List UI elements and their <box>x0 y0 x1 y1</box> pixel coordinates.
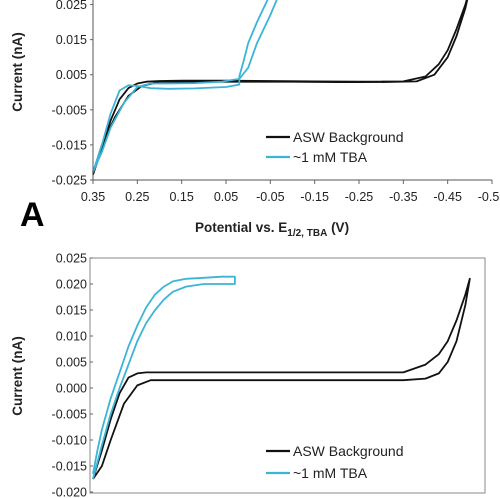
x-tick-label: -0.15 <box>300 190 329 204</box>
x-tick-label: -0.25 <box>345 190 374 204</box>
series-line-tba <box>92 275 236 480</box>
y-tick-label: 0.010 <box>56 330 87 344</box>
y-tick-label: -0.005 <box>52 103 87 117</box>
y-tick-label: 0.005 <box>56 356 87 370</box>
panel-b-plot-frame <box>89 257 486 494</box>
panel-a-y-axis-label: Current (nA) <box>10 32 25 112</box>
panel-b-chart: -0.020 -0.015 -0.010 -0.005 0.000 0.005 0.010 0… <box>10 252 486 498</box>
panel-a-label: A <box>20 196 45 234</box>
y-tick-label: -0.010 <box>52 434 87 448</box>
y-tick-label: 0.020 <box>56 278 87 292</box>
y-tick-label: -0.005 <box>52 408 87 422</box>
x-tick-label: -0.55 <box>478 190 500 204</box>
y-tick-label: 0.000 <box>56 382 87 396</box>
y-tick-label: -0.015 <box>52 138 87 152</box>
panel-a-series <box>92 0 469 175</box>
series-line-asw-background <box>92 277 471 480</box>
y-tick-label: 0.005 <box>56 68 87 82</box>
panel-a-legend: ASW Background ~1 mM TBA <box>266 129 404 165</box>
y-tick-label: 0.015 <box>56 33 87 47</box>
panel-b-y-ticks: -0.020 -0.015 -0.010 -0.005 0.000 0.005 0.010 0… <box>52 252 93 498</box>
legend-label-asw: ASW Background <box>293 129 404 145</box>
x-tick-label: -0.35 <box>389 190 418 204</box>
legend-label-tba: ~1 mM TBA <box>293 149 368 165</box>
y-tick-label: 0.015 <box>56 304 87 318</box>
x-tick-label: 0.35 <box>81 190 105 204</box>
y-tick-label: -0.020 <box>52 486 87 498</box>
x-tick-label: -0.05 <box>256 190 285 204</box>
x-tick-label: 0.05 <box>214 190 238 204</box>
y-tick-label: 0.025 <box>56 252 87 266</box>
series-line-asw-background <box>92 0 469 175</box>
panel-a-x-ticks: 0.35 0.25 0.15 0.05 -0.05 -0.15 -0.25 -0.35 -0.4… <box>81 180 500 204</box>
y-tick-label: 0.025 <box>56 0 87 12</box>
series-line-tba <box>92 0 278 173</box>
legend-label-tba: ~1 mM TBA <box>293 465 368 481</box>
x-tick-label: -0.45 <box>433 190 462 204</box>
x-tick-label: 0.15 <box>169 190 193 204</box>
panel-a-x-axis-label: Potential vs. E1/2, TBA (V) <box>195 220 349 239</box>
y-tick-label: -0.025 <box>52 174 87 188</box>
panel-a-y-ticks: -0.025 -0.015 -0.005 0.005 0.015 0.025 <box>52 0 93 188</box>
panel-b-series <box>92 275 471 480</box>
panel-a-chart: 0.35 0.25 0.15 0.05 -0.05 -0.15 -0.25 -0.35 -0.4… <box>10 0 500 239</box>
legend-label-asw: ASW Background <box>293 443 404 459</box>
panel-b-legend: ASW Background ~1 mM TBA <box>266 443 404 481</box>
x-tick-label: 0.25 <box>125 190 149 204</box>
panel-b-y-axis-label: Current (nA) <box>10 336 25 416</box>
y-tick-label: -0.015 <box>52 460 87 474</box>
